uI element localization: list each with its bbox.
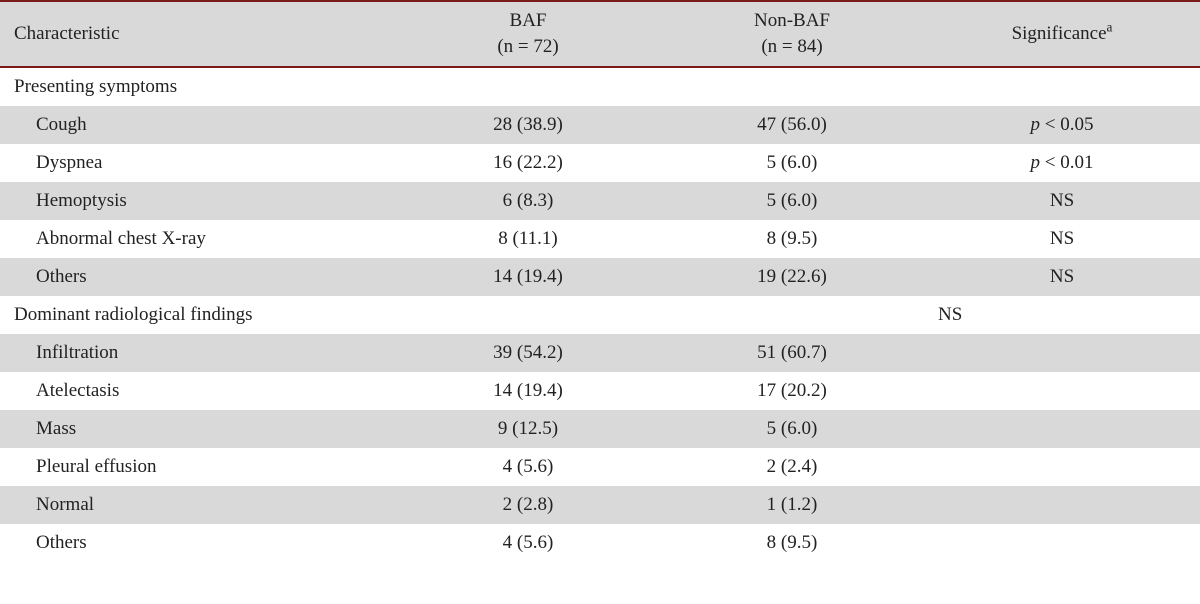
col-characteristic-label: Characteristic <box>14 23 120 44</box>
col-nonbaf-line1: Non-BAF <box>754 10 830 31</box>
col-baf-line1: BAF <box>510 10 547 31</box>
row-label: Infiltration <box>0 334 396 372</box>
clinical-table: Characteristic BAF (n = 72) Non-BAF (n =… <box>0 0 1200 562</box>
cell-nonbaf: 8 (9.5) <box>660 220 924 258</box>
col-baf-line2: (n = 72) <box>497 36 558 57</box>
cell-baf: 8 (11.1) <box>396 220 660 258</box>
cell-sig: NS <box>924 258 1200 296</box>
col-baf: BAF (n = 72) <box>396 1 660 67</box>
table-row: Others 4 (5.6) 8 (9.5) <box>0 524 1200 562</box>
cell-nonbaf: 47 (56.0) <box>660 106 924 144</box>
table-row: Infiltration 39 (54.2) 51 (60.7) <box>0 334 1200 372</box>
cell-nonbaf: 5 (6.0) <box>660 182 924 220</box>
cell-sig <box>924 372 1200 410</box>
cell-baf: 39 (54.2) <box>396 334 660 372</box>
cell-nonbaf: 17 (20.2) <box>660 372 924 410</box>
cell-baf: 28 (38.9) <box>396 106 660 144</box>
cell-nonbaf: 5 (6.0) <box>660 410 924 448</box>
cell-sig: NS <box>924 296 1200 334</box>
col-significance-label: Significance <box>1012 23 1107 44</box>
table-row: Hemoptysis 6 (8.3) 5 (6.0) NS <box>0 182 1200 220</box>
row-label: Others <box>0 258 396 296</box>
table-row: Normal 2 (2.8) 1 (1.2) <box>0 486 1200 524</box>
col-significance: Significancea <box>924 1 1200 67</box>
row-label: Abnormal chest X-ray <box>0 220 396 258</box>
sig-rest: < 0.01 <box>1040 152 1093 173</box>
cell-sig: NS <box>924 182 1200 220</box>
cell-sig: p < 0.05 <box>924 106 1200 144</box>
cell-sig <box>924 486 1200 524</box>
table-row: Pleural effusion 4 (5.6) 2 (2.4) <box>0 448 1200 486</box>
table-row: Mass 9 (12.5) 5 (6.0) <box>0 410 1200 448</box>
cell-sig <box>924 524 1200 562</box>
cell-baf: 14 (19.4) <box>396 258 660 296</box>
sig-plain: NS <box>1050 266 1074 287</box>
sig-p: p <box>1031 152 1041 173</box>
table-row: Cough 28 (38.9) 47 (56.0) p < 0.05 <box>0 106 1200 144</box>
cell-nonbaf: 8 (9.5) <box>660 524 924 562</box>
row-label: Dyspnea <box>0 144 396 182</box>
cell-nonbaf: 2 (2.4) <box>660 448 924 486</box>
cell-sig <box>924 448 1200 486</box>
table-row: Atelectasis 14 (19.4) 17 (20.2) <box>0 372 1200 410</box>
col-nonbaf: Non-BAF (n = 84) <box>660 1 924 67</box>
col-nonbaf-line2: (n = 84) <box>761 36 822 57</box>
row-label: Normal <box>0 486 396 524</box>
row-label: Atelectasis <box>0 372 396 410</box>
section-title-row: Dominant radiological findings NS <box>0 296 1200 334</box>
cell-baf: 4 (5.6) <box>396 524 660 562</box>
cell-baf: 2 (2.8) <box>396 486 660 524</box>
section-title: Presenting symptoms <box>0 67 1200 106</box>
section-title: Dominant radiological findings <box>0 296 924 334</box>
row-label: Hemoptysis <box>0 182 396 220</box>
table-row: Dyspnea 16 (22.2) 5 (6.0) p < 0.01 <box>0 144 1200 182</box>
col-characteristic: Characteristic <box>0 1 396 67</box>
row-label: Cough <box>0 106 396 144</box>
cell-baf: 4 (5.6) <box>396 448 660 486</box>
cell-nonbaf: 19 (22.6) <box>660 258 924 296</box>
table-row: Others 14 (19.4) 19 (22.6) NS <box>0 258 1200 296</box>
section-title-row: Presenting symptoms <box>0 67 1200 106</box>
sig-plain: NS <box>1050 228 1074 249</box>
cell-nonbaf: 5 (6.0) <box>660 144 924 182</box>
table-container: { "table": { "layout": { "col_widths_pct… <box>0 0 1200 562</box>
cell-sig: p < 0.01 <box>924 144 1200 182</box>
cell-sig: NS <box>924 220 1200 258</box>
sig-p: p <box>1031 114 1041 135</box>
cell-baf: 6 (8.3) <box>396 182 660 220</box>
row-label: Pleural effusion <box>0 448 396 486</box>
cell-baf: 14 (19.4) <box>396 372 660 410</box>
table-row: Abnormal chest X-ray 8 (11.1) 8 (9.5) NS <box>0 220 1200 258</box>
cell-nonbaf: 51 (60.7) <box>660 334 924 372</box>
table-header-row: Characteristic BAF (n = 72) Non-BAF (n =… <box>0 1 1200 67</box>
sig-plain: NS <box>938 304 962 325</box>
sig-rest: < 0.05 <box>1040 114 1093 135</box>
cell-baf: 16 (22.2) <box>396 144 660 182</box>
cell-baf: 9 (12.5) <box>396 410 660 448</box>
col-significance-sup: a <box>1107 20 1113 35</box>
sig-plain: NS <box>1050 190 1074 211</box>
cell-nonbaf: 1 (1.2) <box>660 486 924 524</box>
cell-sig <box>924 410 1200 448</box>
cell-sig <box>924 334 1200 372</box>
row-label: Mass <box>0 410 396 448</box>
row-label: Others <box>0 524 396 562</box>
